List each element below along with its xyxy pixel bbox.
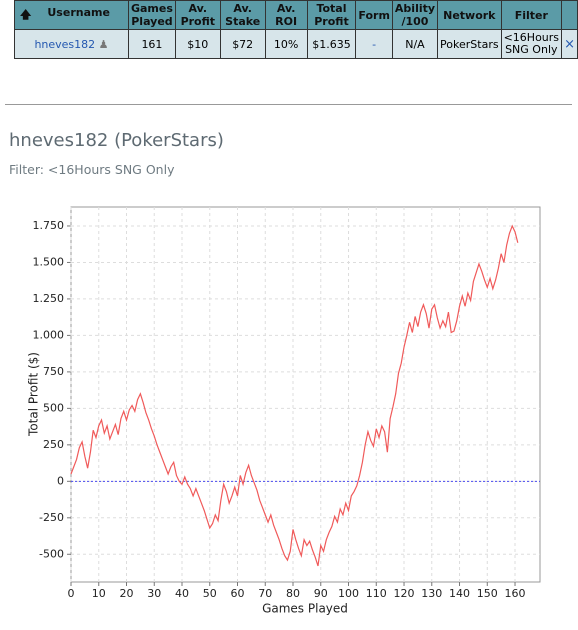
y-tick-label: 0 [57,474,64,487]
x-tick-label: 0 [68,587,75,600]
x-tick-label: 160 [505,587,526,600]
cell-username[interactable]: hneves182 ♟ [14,29,129,59]
cell: $10 [174,29,221,59]
header[interactable]: Av. Profit [174,0,221,30]
x-tick-label: 40 [175,587,189,600]
header[interactable]: Total Profit [306,0,357,30]
y-tick-label: -500 [39,547,64,560]
header[interactable]: Av. Stake [219,0,266,30]
x-axis-label: Games Played [262,602,348,616]
x-tick-label: 140 [449,587,470,600]
cell: $1.635 [306,29,357,59]
x-tick-label: 90 [314,587,328,600]
cell: $72 [219,29,266,59]
profile-title: hneves182 (PokerStars) [9,130,224,151]
divider [5,104,572,105]
x-tick-label: 150 [477,587,498,600]
x-tick-label: 50 [203,587,217,600]
y-tick-label: 1.500 [33,255,65,268]
x-tick-label: 60 [231,587,245,600]
y-tick-label: 500 [43,401,64,414]
y-tick-label: 1.000 [33,328,65,341]
y-tick-label: 750 [43,365,64,378]
y-tick-label: 250 [43,438,64,451]
cell: 10% [264,29,308,59]
header[interactable]: Network [437,0,502,30]
y-tick-label: 1.750 [33,219,65,232]
x-tick-label: 20 [120,587,134,600]
x-tick-label: 110 [366,587,387,600]
cell: N/A [391,29,439,59]
cell: 161 [127,29,176,59]
stats-table: 🡅 Username Games Played Av. Profit Av. St… [14,0,578,59]
username-link[interactable]: hneves182 [34,37,96,51]
x-tick-label: 70 [258,587,272,600]
header[interactable]: Av. ROI [264,0,308,30]
header[interactable]: Form [355,0,393,30]
x-tick-label: 100 [338,587,359,600]
profit-line [70,224,519,567]
x-tick-label: 30 [147,587,161,600]
x-tick-label: 130 [421,587,442,600]
plot-area [70,206,541,583]
header-username[interactable]: 🡅 Username [14,0,129,30]
profile-filter: Filter: <16Hours SNG Only [9,162,175,177]
header[interactable]: Ability /100 [391,0,439,30]
cell: PokerStars [437,29,502,59]
y-tick-label: 1.250 [33,292,65,305]
header-text: Username [47,5,110,19]
y-axis-label: Total Profit ($) [27,352,41,437]
y-tick-label: -250 [39,511,64,524]
remove-button[interactable]: × [561,29,578,59]
header[interactable]: Games Played [127,0,176,30]
x-tick-label: 80 [286,587,300,600]
cell: - [355,29,393,59]
x-tick-label: 120 [394,587,415,600]
header[interactable]: Filter [500,0,563,30]
x-tick-label: 10 [92,587,106,600]
cell: <16Hours SNG Only [500,29,563,59]
